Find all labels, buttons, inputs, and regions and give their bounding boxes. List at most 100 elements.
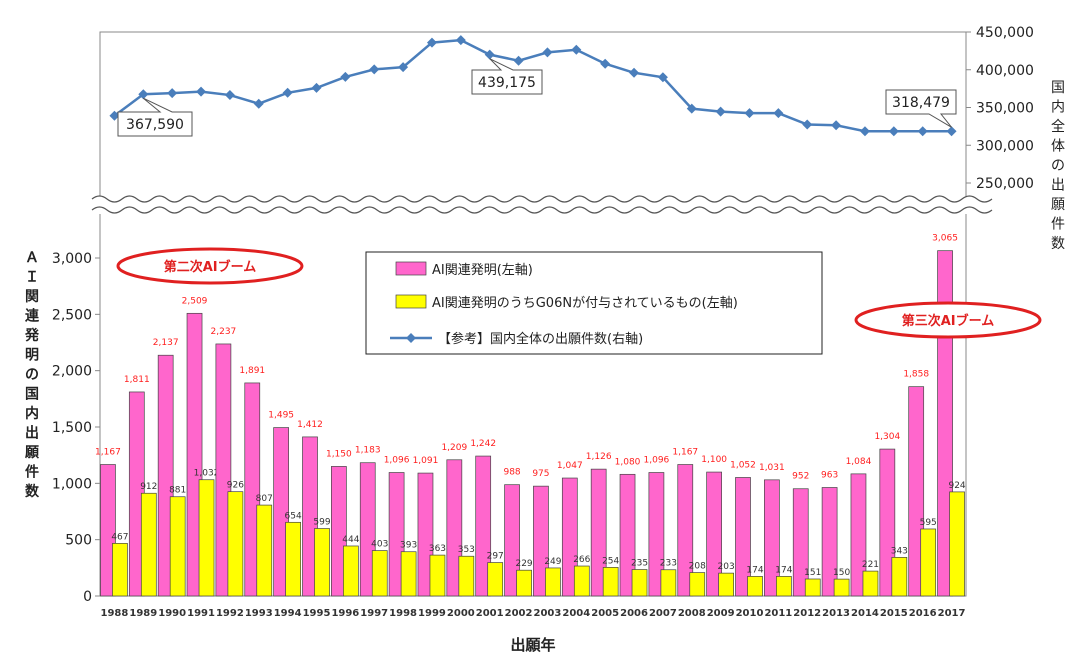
bar-g06n bbox=[343, 545, 359, 597]
bar-g06n bbox=[776, 576, 792, 597]
x-tick-label: 1990 bbox=[158, 608, 186, 619]
x-tick-label: 2006 bbox=[620, 608, 648, 619]
bar-ai-inventions bbox=[764, 479, 780, 597]
x-tick-label: 2011 bbox=[764, 608, 792, 619]
legend-label-ai-inventions: AI関連発明(左軸) bbox=[432, 263, 533, 278]
x-tick-label: 2000 bbox=[447, 608, 475, 619]
bar-g06n bbox=[949, 491, 965, 597]
line-total-applications-marker bbox=[311, 82, 322, 93]
x-tick-label: 1992 bbox=[216, 608, 244, 619]
callout-label: 367,590 bbox=[126, 117, 184, 133]
left-axis-tick-label: 2,500 bbox=[52, 307, 92, 323]
bar-ai-inventions-label: 1,858 bbox=[903, 370, 929, 380]
line-total-applications-marker bbox=[455, 35, 466, 46]
bar-ai-inventions bbox=[388, 472, 405, 597]
legend-swatch-ai-inventions bbox=[395, 261, 427, 276]
line-total-applications-marker bbox=[917, 126, 928, 137]
bar-ai-inventions-label: 1,242 bbox=[470, 439, 496, 449]
line-total-applications-marker bbox=[715, 106, 726, 117]
bar-ai-inventions-label: 988 bbox=[503, 468, 520, 478]
bar-ai-inventions-label: 3,065 bbox=[932, 234, 958, 244]
left-axis-label-char: Ｉ bbox=[25, 270, 39, 286]
ai-boom-ellipse bbox=[854, 301, 1042, 339]
x-tick-label: 2005 bbox=[591, 608, 619, 619]
bar-ai-inventions-label: 1,084 bbox=[846, 457, 872, 467]
legend-box bbox=[365, 251, 823, 355]
bar-g06n-label: 595 bbox=[920, 518, 937, 528]
bar-ai-inventions-label: 1,412 bbox=[297, 420, 323, 430]
bar-ai-inventions-label: 2,237 bbox=[211, 327, 237, 337]
bar-ai-inventions bbox=[561, 477, 578, 597]
left-axis-tick-label: 2,000 bbox=[52, 364, 92, 380]
x-axis-label: 出願年 bbox=[510, 636, 555, 654]
bar-ai-inventions bbox=[244, 382, 261, 597]
bar-ai-inventions bbox=[735, 477, 751, 597]
line-total-applications-marker bbox=[600, 58, 611, 69]
x-tick-label: 1988 bbox=[101, 608, 129, 619]
bar-ai-inventions-label: 975 bbox=[532, 469, 549, 479]
bar-g06n bbox=[429, 554, 446, 597]
line-total-applications-marker bbox=[282, 87, 293, 98]
left-axis-tick-label: 0 bbox=[83, 589, 92, 605]
bar-ai-inventions bbox=[706, 471, 722, 597]
line-total-applications-marker bbox=[773, 108, 784, 119]
bar-g06n bbox=[516, 569, 532, 597]
line-total-applications-marker bbox=[744, 108, 755, 119]
callout-label: 318,479 bbox=[892, 95, 950, 111]
bar-ai-inventions bbox=[504, 484, 520, 597]
left-axis-label-char: の bbox=[25, 367, 39, 383]
bar-g06n bbox=[198, 479, 215, 597]
bar-ai-inventions-label: 963 bbox=[821, 471, 838, 481]
right-axis-tick-label: 300,000 bbox=[976, 138, 1034, 154]
bar-g06n bbox=[400, 551, 417, 597]
bar-ai-inventions-label: 1,096 bbox=[384, 456, 410, 466]
bar-ai-inventions-label: 1,891 bbox=[239, 366, 265, 376]
bar-g06n-label: 151 bbox=[804, 568, 821, 578]
x-tick-label: 2009 bbox=[707, 608, 735, 619]
bar-g06n bbox=[631, 569, 648, 597]
bar-g06n bbox=[573, 565, 590, 597]
right-axis-label-char: 内 bbox=[1051, 100, 1065, 116]
callout-box bbox=[885, 89, 957, 128]
bar-ai-inventions-label: 2,509 bbox=[182, 296, 208, 306]
bar-g06n bbox=[660, 569, 677, 597]
line-total-applications-marker bbox=[426, 37, 437, 48]
right-axis-label-char: 全 bbox=[1051, 118, 1065, 135]
right-axis-label-char: 体 bbox=[1051, 139, 1065, 155]
bar-ai-inventions-label: 1,047 bbox=[557, 461, 583, 471]
bar-ai-inventions-label: 2,137 bbox=[153, 338, 179, 348]
bar-g06n-label: 203 bbox=[718, 562, 735, 572]
x-tick-label: 2012 bbox=[793, 608, 821, 619]
left-axis-label-char: Ａ bbox=[25, 250, 39, 266]
right-axis-label-char: 数 bbox=[1051, 236, 1065, 252]
line-total-applications-marker bbox=[196, 86, 207, 97]
axis-break-wave-bottom bbox=[91, 206, 993, 214]
bar-ai-inventions bbox=[331, 466, 347, 597]
x-tick-label: 1998 bbox=[389, 608, 417, 619]
bar-g06n bbox=[747, 576, 763, 597]
bar-g06n bbox=[920, 528, 937, 597]
x-tick-label: 2003 bbox=[534, 608, 562, 619]
right-axis-label-char: の bbox=[1051, 158, 1065, 174]
left-axis-label-char: 出 bbox=[25, 425, 39, 442]
right-axis-label-char: 国 bbox=[1051, 80, 1065, 96]
bar-g06n-label: 343 bbox=[891, 546, 908, 556]
right-axis-label-char: 出 bbox=[1051, 178, 1065, 194]
bar-g06n-label: 221 bbox=[862, 560, 879, 570]
line-total-applications-marker bbox=[571, 44, 582, 55]
bar-g06n-label: 229 bbox=[515, 559, 532, 569]
bar-ai-inventions bbox=[417, 472, 434, 597]
bar-g06n-label: 1,032 bbox=[194, 469, 220, 479]
bar-ai-inventions bbox=[850, 473, 867, 597]
legend-swatch-g06n bbox=[395, 294, 427, 309]
bar-g06n bbox=[140, 492, 157, 597]
ai-boom-label: 第三次AIブーム bbox=[902, 313, 995, 329]
left-axis-label-char: 内 bbox=[25, 405, 39, 422]
bar-ai-inventions bbox=[446, 459, 463, 597]
bar-g06n-label: 174 bbox=[775, 565, 792, 575]
bar-ai-inventions-label: 1,304 bbox=[874, 432, 900, 442]
left-axis-label-char: 連 bbox=[25, 308, 40, 325]
line-total-applications-marker bbox=[369, 64, 380, 75]
left-axis-label-char: 数 bbox=[25, 483, 40, 500]
